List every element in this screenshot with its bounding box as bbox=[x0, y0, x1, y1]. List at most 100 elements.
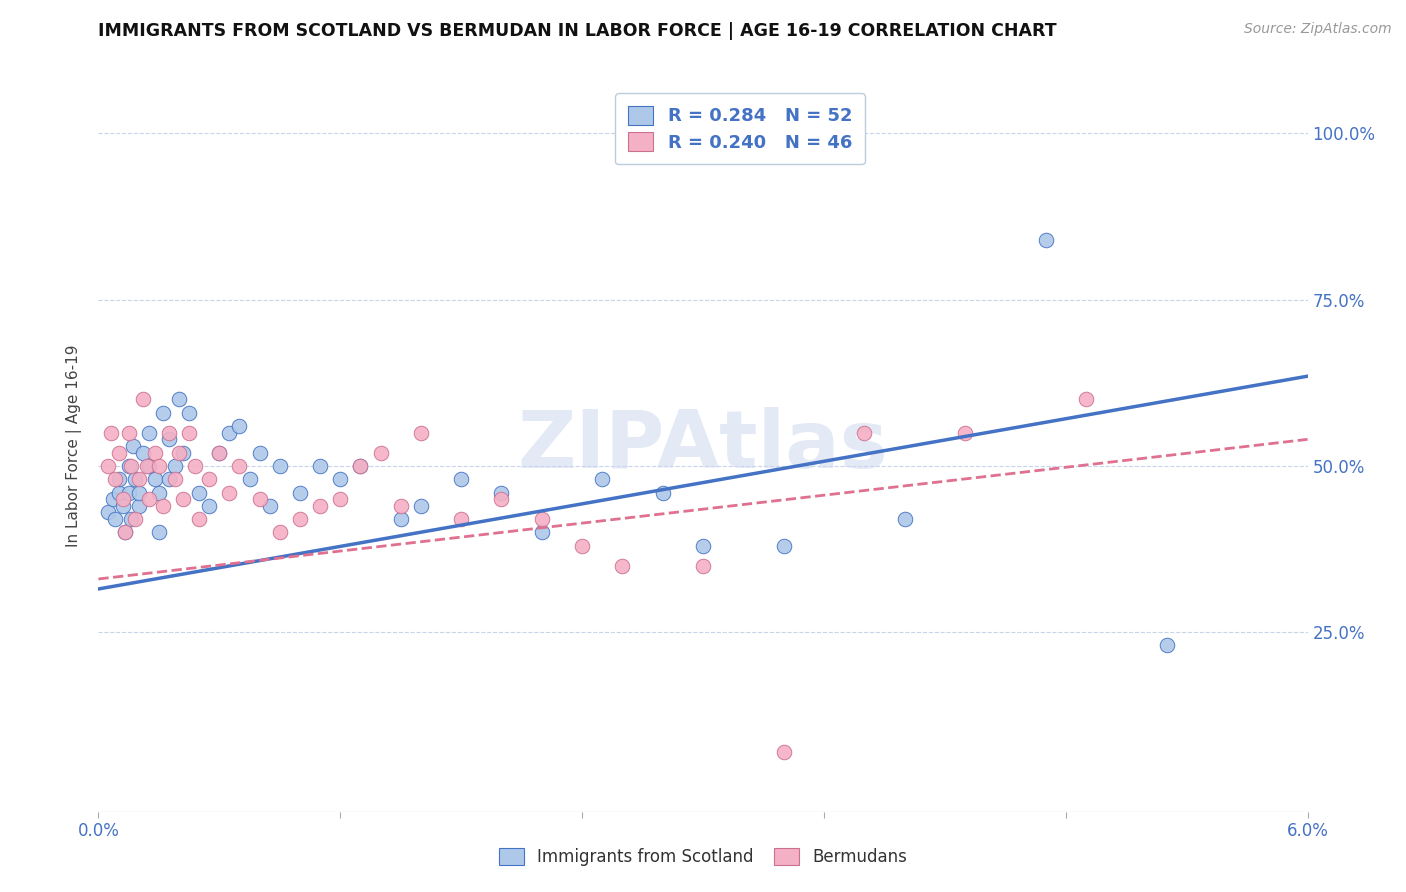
Point bbox=[1074, 392, 1097, 407]
Point bbox=[163, 458, 186, 473]
Point bbox=[157, 472, 180, 486]
Point bbox=[148, 458, 170, 473]
Point bbox=[163, 472, 186, 486]
Point bbox=[118, 425, 141, 440]
Point bbox=[179, 425, 201, 440]
Point bbox=[152, 499, 174, 513]
Point bbox=[118, 485, 141, 500]
Y-axis label: In Labor Force | Age 16-19: In Labor Force | Age 16-19 bbox=[66, 344, 83, 548]
Point bbox=[128, 472, 150, 486]
Point bbox=[172, 492, 194, 507]
Point bbox=[249, 445, 271, 459]
Point bbox=[132, 445, 155, 459]
Point bbox=[530, 525, 553, 540]
Point bbox=[309, 458, 332, 473]
Point bbox=[124, 472, 146, 486]
Point bbox=[1156, 639, 1178, 653]
Point bbox=[228, 419, 250, 434]
Point bbox=[135, 458, 157, 473]
Point bbox=[101, 492, 124, 507]
Text: IMMIGRANTS FROM SCOTLAND VS BERMUDAN IN LABOR FORCE | AGE 16-19 CORRELATION CHAR: IMMIGRANTS FROM SCOTLAND VS BERMUDAN IN … bbox=[98, 22, 1057, 40]
Point bbox=[309, 499, 332, 513]
Point bbox=[269, 525, 291, 540]
Point bbox=[167, 445, 190, 459]
Point bbox=[148, 485, 170, 500]
Point bbox=[128, 485, 150, 500]
Point bbox=[157, 425, 180, 440]
Point bbox=[198, 472, 221, 486]
Point bbox=[179, 406, 201, 420]
Point bbox=[97, 506, 120, 520]
Point bbox=[132, 392, 155, 407]
Text: Source: ZipAtlas.com: Source: ZipAtlas.com bbox=[1244, 22, 1392, 37]
Point bbox=[1035, 233, 1057, 247]
Point bbox=[651, 485, 673, 500]
Point bbox=[124, 512, 146, 526]
Point bbox=[172, 445, 194, 459]
Point bbox=[138, 425, 160, 440]
Point bbox=[571, 539, 593, 553]
Point bbox=[138, 492, 160, 507]
Point bbox=[239, 472, 262, 486]
Point bbox=[128, 499, 150, 513]
Point bbox=[167, 392, 190, 407]
Point bbox=[530, 512, 553, 526]
Point bbox=[953, 425, 976, 440]
Point bbox=[103, 512, 125, 526]
Legend: Immigrants from Scotland, Bermudans: Immigrants from Scotland, Bermudans bbox=[492, 841, 914, 873]
Point bbox=[853, 425, 876, 440]
Point bbox=[269, 458, 291, 473]
Point bbox=[329, 492, 352, 507]
Point bbox=[100, 425, 122, 440]
Point bbox=[389, 499, 412, 513]
Point bbox=[120, 512, 142, 526]
Text: ZIPAtlas: ZIPAtlas bbox=[517, 407, 889, 485]
Point bbox=[409, 425, 432, 440]
Point bbox=[121, 439, 143, 453]
Point bbox=[114, 525, 136, 540]
Point bbox=[349, 458, 371, 473]
Point bbox=[198, 499, 221, 513]
Point bbox=[329, 472, 352, 486]
Point bbox=[772, 745, 794, 759]
Point bbox=[107, 485, 129, 500]
Point bbox=[288, 485, 311, 500]
Point bbox=[491, 492, 513, 507]
Point bbox=[450, 512, 472, 526]
Point bbox=[97, 458, 120, 473]
Point bbox=[692, 539, 714, 553]
Point bbox=[450, 472, 472, 486]
Point bbox=[349, 458, 371, 473]
Point bbox=[157, 433, 180, 447]
Point bbox=[208, 445, 231, 459]
Point bbox=[148, 525, 170, 540]
Point bbox=[218, 485, 240, 500]
Point bbox=[188, 512, 211, 526]
Point bbox=[370, 445, 392, 459]
Point bbox=[111, 492, 134, 507]
Point bbox=[692, 558, 714, 573]
Point bbox=[259, 499, 281, 513]
Point bbox=[491, 485, 513, 500]
Point bbox=[152, 406, 174, 420]
Point bbox=[389, 512, 412, 526]
Point bbox=[188, 485, 211, 500]
Point bbox=[114, 525, 136, 540]
Point bbox=[218, 425, 240, 440]
Point bbox=[143, 472, 166, 486]
Point bbox=[772, 539, 794, 553]
Point bbox=[103, 472, 125, 486]
Point bbox=[111, 499, 134, 513]
Point bbox=[118, 458, 141, 473]
Point bbox=[120, 458, 142, 473]
Point bbox=[591, 472, 613, 486]
Point bbox=[612, 558, 634, 573]
Point bbox=[184, 458, 207, 473]
Point bbox=[107, 472, 129, 486]
Point bbox=[143, 445, 166, 459]
Point bbox=[409, 499, 432, 513]
Point bbox=[107, 445, 129, 459]
Point bbox=[138, 458, 160, 473]
Point bbox=[893, 512, 915, 526]
Point bbox=[288, 512, 311, 526]
